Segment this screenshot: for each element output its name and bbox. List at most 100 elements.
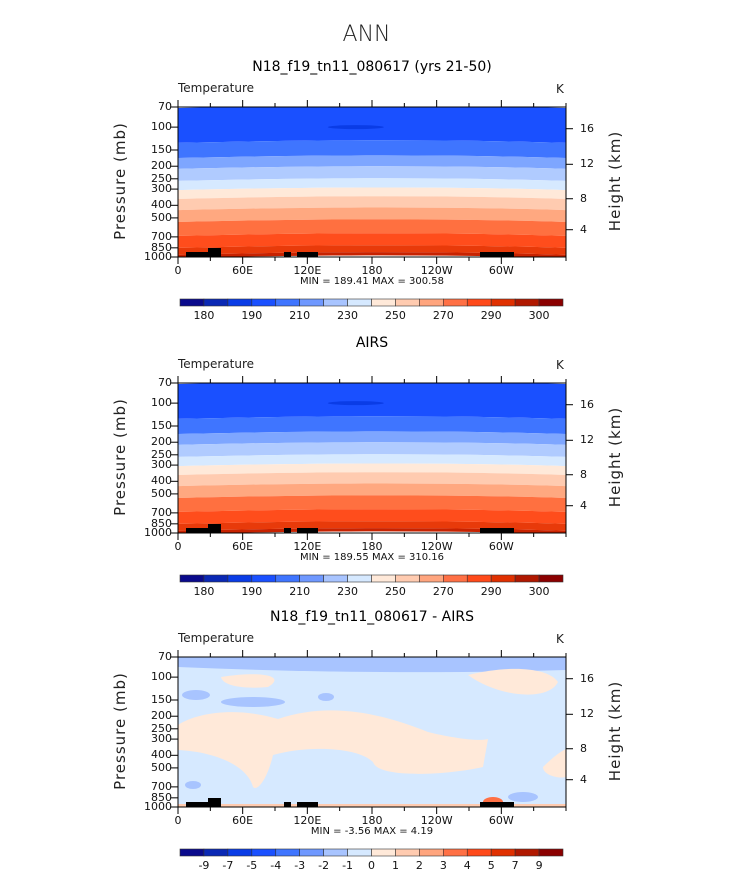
y-right-axis-label: Height (km) xyxy=(606,406,624,508)
colorbar-box xyxy=(299,298,324,307)
colorbar-label: 4 xyxy=(463,859,471,872)
panel-3 xyxy=(171,650,573,814)
units-label: K xyxy=(556,632,564,646)
contour-band xyxy=(178,107,566,143)
colorbar-label: -3 xyxy=(294,859,306,872)
colorbar-box xyxy=(251,298,277,307)
y-tick-label: 70 xyxy=(158,650,172,663)
contour-band xyxy=(178,509,566,524)
colorbar-box xyxy=(443,298,468,307)
x-tick-label: 120E xyxy=(293,264,322,277)
colorbar-label: -7 xyxy=(222,859,234,872)
contour-field xyxy=(178,383,566,533)
y-right-axis-label: Height (km) xyxy=(606,130,624,232)
topography-mask xyxy=(186,802,213,807)
colorbar-box xyxy=(323,848,348,857)
y-tick-label: 400 xyxy=(151,474,172,488)
contour-band xyxy=(185,781,201,789)
colorbar-box xyxy=(395,574,420,583)
contour-band xyxy=(178,454,566,467)
topography-mask xyxy=(186,252,213,257)
contour-band xyxy=(178,463,566,475)
colorbar-box xyxy=(275,848,300,857)
panel-2 xyxy=(171,376,573,540)
colorbar-box xyxy=(514,298,540,307)
colorbar-label: 230 xyxy=(337,309,359,322)
contour-band xyxy=(508,792,538,802)
topography-mask xyxy=(186,528,213,533)
y-tick-label: 700 xyxy=(151,779,172,793)
y-tick-label: 200 xyxy=(151,709,172,723)
colorbar-box xyxy=(419,848,444,857)
min-max-label: MIN = 189.55 MAX = 310.16 xyxy=(299,552,444,563)
main-title: ANN xyxy=(342,22,391,47)
y-tick-label: 200 xyxy=(151,159,172,173)
colorbar-label: 5 xyxy=(487,859,495,872)
colorbar-box xyxy=(419,574,444,583)
colorbar-box xyxy=(323,298,348,307)
topography-mask xyxy=(208,248,221,257)
colorbar-box xyxy=(538,574,564,583)
contour-min xyxy=(327,125,384,130)
y-tick-label: 500 xyxy=(151,486,172,500)
colorbar-box xyxy=(347,298,372,307)
variable-label: Temperature xyxy=(178,81,255,95)
colorbar-box xyxy=(227,848,253,857)
topography-mask xyxy=(284,802,291,807)
y-tick-label: 850 xyxy=(151,516,172,530)
colorbar-box xyxy=(419,298,444,307)
y-tick-label: 150 xyxy=(151,418,172,432)
colorbar-box xyxy=(179,848,205,857)
colorbar-label: 250 xyxy=(384,585,406,598)
contour-band xyxy=(178,140,566,159)
y-tick-label: 300 xyxy=(151,458,172,472)
x-tick-label: 120E xyxy=(293,540,322,553)
y-tick-label: 150 xyxy=(151,142,172,156)
units-label: K xyxy=(556,358,564,372)
y-axis-label: Pressure (mb) xyxy=(111,398,129,516)
colorbar-box xyxy=(371,848,396,857)
contour-band xyxy=(178,383,566,419)
colorbar-label: -5 xyxy=(246,859,258,872)
contour-band xyxy=(178,657,566,673)
colorbar-box xyxy=(490,298,516,307)
x-tick-label: 60W xyxy=(488,540,514,553)
panel-title: N18_f19_tn11_080617 - AIRS xyxy=(270,609,474,625)
y-tick-label: 850 xyxy=(151,790,172,804)
colorbar-box xyxy=(466,848,492,857)
topography-mask xyxy=(480,252,514,257)
y-tick-label: 100 xyxy=(151,396,172,410)
y-tick-label: 100 xyxy=(151,670,172,684)
y-tick-label: 100 xyxy=(151,120,172,134)
topography-mask xyxy=(297,802,318,807)
y-tick-label: 1000 xyxy=(144,526,172,539)
y-tick-label: 1000 xyxy=(144,800,172,813)
colorbar-label: 2 xyxy=(415,859,423,872)
colorbar-box xyxy=(251,574,277,583)
y-right-tick-label: 8 xyxy=(580,467,587,481)
y-axis-label: Pressure (mb) xyxy=(111,672,129,790)
colorbar-box xyxy=(179,574,205,583)
y-tick-label: 300 xyxy=(151,182,172,196)
contour-band xyxy=(178,528,566,533)
topography-mask xyxy=(284,252,291,257)
contour-band xyxy=(468,668,558,695)
y-right-tick-label: 12 xyxy=(580,707,594,721)
contour-band xyxy=(178,472,566,487)
colorbar-label: 0 xyxy=(368,859,375,872)
contour-min xyxy=(327,401,384,406)
y-right-tick-label: 16 xyxy=(580,121,594,135)
y-tick-label: 500 xyxy=(151,210,172,224)
variable-label: Temperature xyxy=(178,631,255,645)
colorbar-label: 250 xyxy=(384,309,406,322)
colorbar xyxy=(179,848,564,857)
colorbar-box xyxy=(466,574,492,583)
y-tick-label: 700 xyxy=(151,229,172,243)
colorbar-box xyxy=(371,574,396,583)
y-right-tick-label: 4 xyxy=(580,498,587,512)
colorbar-box xyxy=(179,298,205,307)
contour-band xyxy=(178,187,566,199)
contour-field xyxy=(178,657,566,807)
contour-band xyxy=(178,233,566,248)
